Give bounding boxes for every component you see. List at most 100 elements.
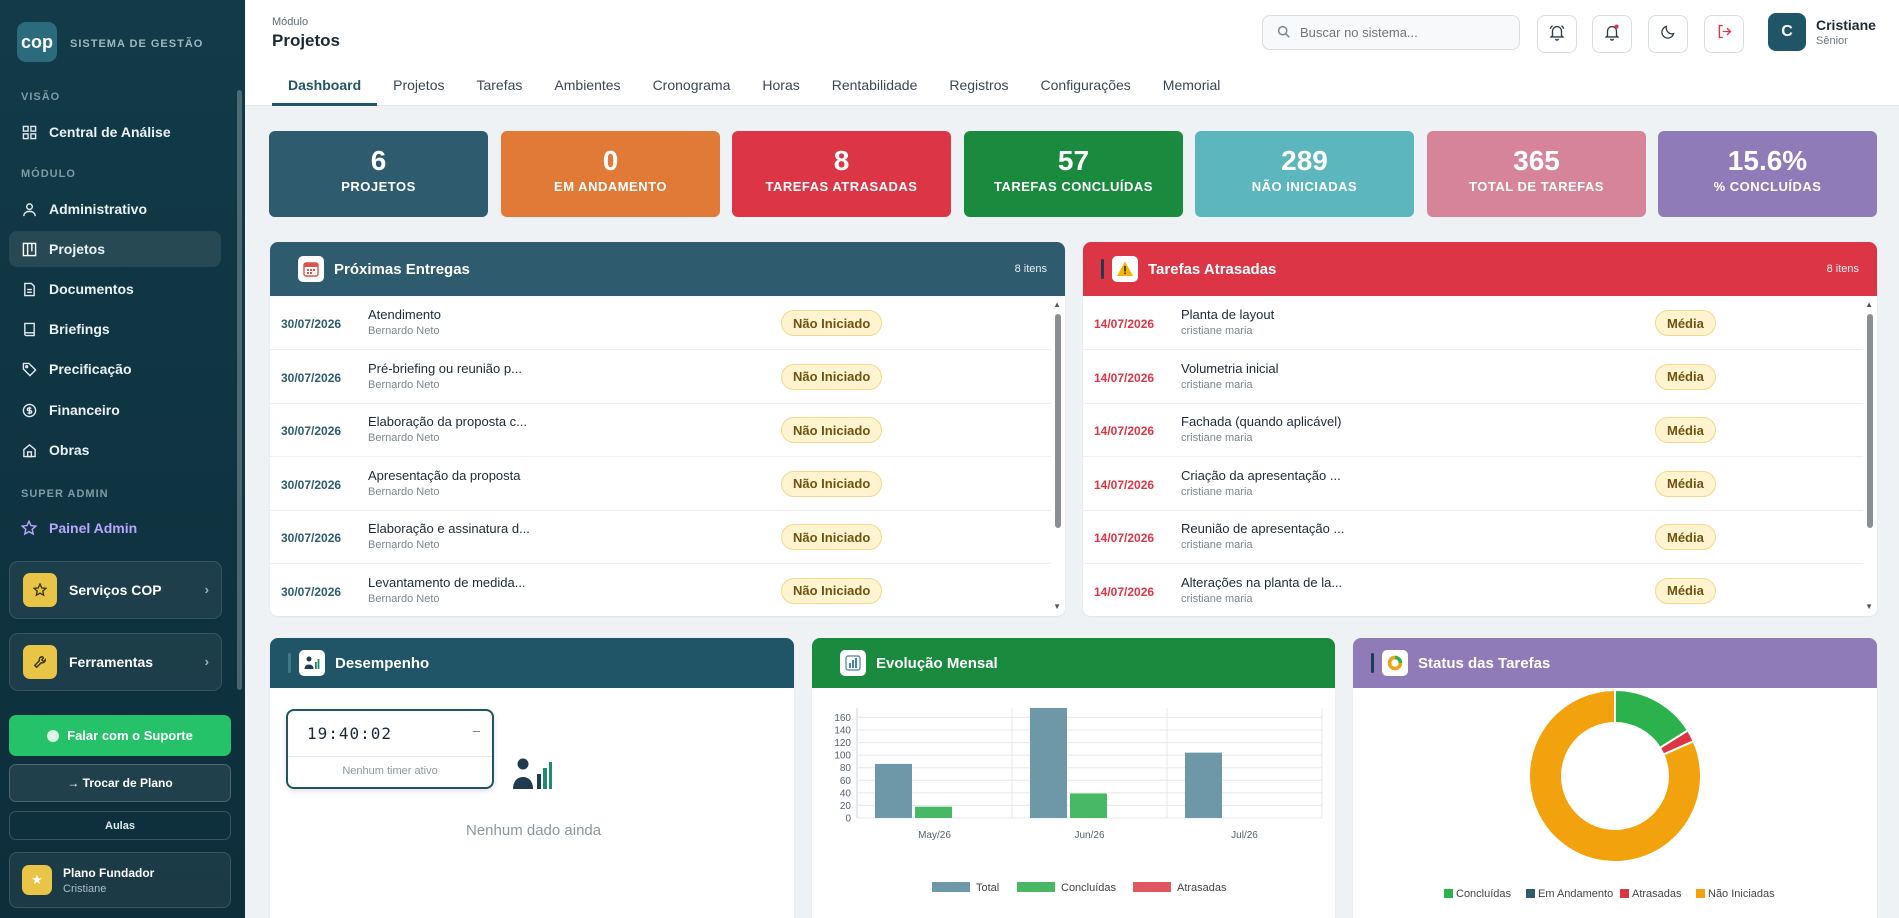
tab-ambientes[interactable]: Ambientes — [554, 77, 621, 93]
item-person: Bernardo Neto — [368, 325, 440, 337]
list-item[interactable]: 30/07/2026 Pré-briefing ou reunião p... Be… — [270, 350, 1051, 404]
tab-registros[interactable]: Registros — [949, 77, 1009, 93]
sidebar-item-projetos[interactable]: Projetos — [9, 231, 221, 267]
theme-toggle-button[interactable] — [1648, 15, 1688, 53]
panel-header: Tarefas Atrasadas 8 itens — [1083, 242, 1877, 296]
tab-configuracoes[interactable]: Configurações — [1040, 77, 1131, 93]
bar-total[interactable] — [875, 763, 912, 818]
bar-concluídas[interactable] — [915, 806, 952, 818]
app-logo[interactable]: cop — [17, 22, 57, 62]
status-badge: Média — [1655, 363, 1716, 390]
list-item[interactable]: 30/07/2026 Atendimento Bernardo Neto Não In… — [270, 296, 1051, 350]
item-person: cristiane maria — [1181, 592, 1253, 605]
search-input[interactable] — [1300, 25, 1500, 40]
item-date: 14/07/2026 — [1094, 477, 1155, 492]
section-label-super-admin: SUPER ADMIN — [21, 488, 109, 500]
aulas-button[interactable]: Aulas — [9, 811, 231, 840]
notifications-button[interactable] — [1592, 15, 1632, 53]
bar-concluídas[interactable] — [1070, 793, 1107, 818]
plan-card[interactable]: ★ Plano Fundador Cristiane — [9, 852, 231, 908]
item-date: 14/07/2026 — [1094, 370, 1155, 385]
kpi-card-percent-concluidas[interactable]: 15.6% % CONCLUÍDAS — [1658, 131, 1877, 217]
sidebar-item-label: Central de Análise — [49, 124, 171, 140]
tab-horas[interactable]: Horas — [762, 77, 800, 93]
kpi-card-nao-iniciadas[interactable]: 289 NÃO INICIADAS — [1195, 131, 1414, 217]
kpi-card-tarefas-concluidas[interactable]: 57 TAREFAS CONCLUÍDAS — [964, 131, 1183, 217]
sidebar-item-label: Painel Admin — [49, 520, 138, 536]
list-scrollbar[interactable] — [1055, 314, 1061, 528]
item-person: cristiane maria — [1181, 325, 1253, 337]
list-item[interactable]: 14/07/2026 Planta de layout cristiane mari… — [1083, 296, 1863, 350]
scroll-up-arrow[interactable]: ▲ — [1053, 300, 1061, 309]
tab-cronograma[interactable]: Cronograma — [652, 77, 731, 93]
list-item[interactable]: 14/07/2026 Volumetria inicial cristiane ma… — [1083, 350, 1863, 404]
list-item[interactable]: 14/07/2026 Criação da apresentação ... cri… — [1083, 457, 1863, 511]
sidebar-item-painel-admin[interactable]: Painel Admin — [9, 510, 221, 546]
x-tick-label: Jun/26 — [1074, 830, 1104, 841]
list-item[interactable]: 30/07/2026 Elaboração da proposta c... Ber… — [270, 403, 1051, 457]
user-menu[interactable]: C Cristiane Sênior — [1768, 13, 1888, 53]
grid-icon — [21, 124, 37, 140]
sidebar-item-briefings[interactable]: Briefings — [9, 311, 221, 347]
kpi-value: 15.6% — [1727, 145, 1808, 176]
sidebar-item-label: Obras — [49, 442, 90, 458]
legend-swatch — [1133, 882, 1171, 892]
panel-title: Próximas Entregas — [334, 260, 470, 278]
legend-label: Concluídas — [1456, 888, 1512, 900]
timer-minimize-button[interactable]: – — [472, 723, 480, 738]
tab-tarefas[interactable]: Tarefas — [476, 77, 523, 93]
sidebar-scrollbar[interactable] — [237, 90, 242, 690]
tab-rentabilidade[interactable]: Rentabilidade — [831, 77, 918, 93]
list-item[interactable]: 30/07/2026 Elaboração e assinatura d... Be… — [270, 510, 1051, 564]
bar-total[interactable] — [1030, 708, 1067, 818]
ferramentas-label: Ferramentas — [69, 654, 154, 670]
servicos-cop-card[interactable]: Serviços COP › — [9, 561, 222, 619]
scroll-down-arrow[interactable]: ▼ — [1053, 602, 1061, 611]
item-person: Bernardo Neto — [368, 592, 440, 605]
scroll-up-arrow[interactable]: ▲ — [1865, 300, 1873, 309]
kpi-card-projetos[interactable]: 6 PROJETOS — [269, 131, 488, 217]
sidebar-item-central[interactable]: Central de Análise — [9, 114, 221, 150]
scroll-down-arrow[interactable]: ▼ — [1865, 602, 1873, 611]
support-button[interactable]: Falar com o Suporte — [9, 715, 231, 756]
list-item[interactable]: 30/07/2026 Levantamento de medida... Berna… — [270, 564, 1051, 617]
bell-ring-icon — [1548, 23, 1566, 46]
status-badge: Média — [1655, 470, 1716, 497]
tab-projetos[interactable]: Projetos — [393, 77, 445, 93]
status-badge: Média — [1655, 524, 1716, 550]
slice-3[interactable] — [1528, 688, 1702, 863]
sidebar-item-obras[interactable]: Obras — [9, 432, 221, 468]
kpi-label: % CONCLUÍDAS — [1713, 179, 1822, 194]
list-scrollbar[interactable] — [1867, 314, 1873, 528]
item-date: 14/07/2026 — [1094, 317, 1155, 331]
sidebar-item-financeiro[interactable]: Financeiro — [9, 392, 221, 428]
kpi-label: EM ANDAMENTO — [554, 179, 667, 194]
sidebar-item-documentos[interactable]: Documentos — [9, 271, 221, 307]
sidebar-item-precificacao[interactable]: Precificação — [9, 351, 221, 387]
sidebar-item-label: Briefings — [49, 321, 110, 337]
sidebar-item-label: Administrativo — [49, 201, 148, 217]
kpi-card-em-andamento[interactable]: 0 EM ANDAMENTO — [501, 131, 720, 217]
search-box[interactable] — [1262, 15, 1520, 50]
panel-title: Desempenho — [335, 654, 430, 672]
logout-button[interactable] — [1704, 15, 1744, 53]
list-item[interactable]: 14/07/2026 Fachada (quando aplicável) cris… — [1083, 403, 1863, 457]
list-item[interactable]: 14/07/2026 Alterações na planta de la... c… — [1083, 564, 1863, 617]
status-donut-chart: Concluídas Em Andamento Atrasadas Não Inici… — [1444, 688, 1775, 900]
change-plan-button[interactable]: → Trocar de Plano — [9, 764, 231, 802]
sidebar-item-label: Financeiro — [49, 402, 120, 418]
sidebar-item-administrativo[interactable]: Administrativo — [9, 191, 221, 227]
kpi-card-total-tarefas[interactable]: 365 TOTAL DE TAREFAS — [1427, 131, 1646, 217]
ferramentas-card[interactable]: Ferramentas › — [9, 633, 222, 691]
panel-header: Status das Tarefas — [1353, 638, 1877, 688]
alarm-button[interactable] — [1537, 15, 1577, 53]
timer-widget[interactable]: 19:40:02 – Nenhum timer ativo — [286, 709, 494, 789]
star-icon — [23, 573, 57, 607]
tab-memorial[interactable]: Memorial — [1162, 77, 1221, 93]
tab-dashboard[interactable]: Dashboard — [272, 64, 378, 106]
kpi-card-tarefas-atrasadas[interactable]: 8 TAREFAS ATRASADAS — [732, 131, 951, 217]
bar-total[interactable] — [1185, 752, 1222, 818]
list-item[interactable]: 30/07/2026 Apresentação da proposta Bernar… — [270, 457, 1051, 511]
list-item[interactable]: 14/07/2026 Reunião de apresentação ... cri… — [1083, 510, 1863, 564]
